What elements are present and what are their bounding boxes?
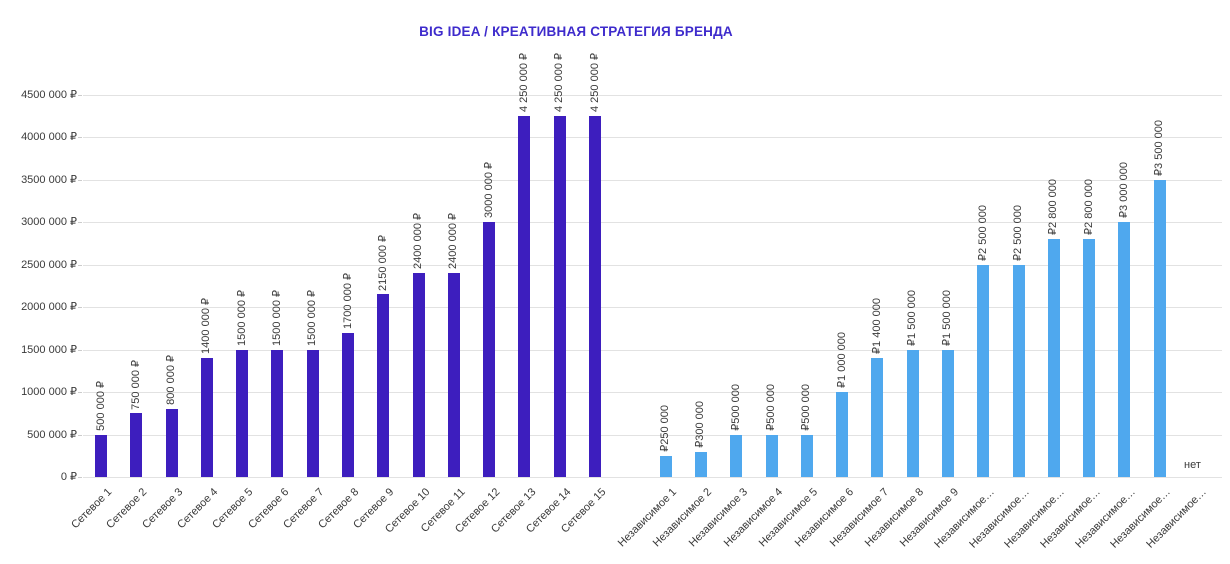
- bar-network-2: [130, 413, 143, 477]
- bar-value-label: нет: [1184, 459, 1201, 471]
- bar-value-label: ₽3 500 000: [1153, 119, 1166, 176]
- y-axis-tick: [78, 349, 82, 351]
- bar-value-label: ₽1 400 000: [870, 298, 883, 355]
- gridline: [83, 179, 1222, 181]
- gridline: [83, 434, 1222, 436]
- y-axis-label: 3500 000 ₽: [21, 173, 77, 186]
- bar-value-label: ₽2 500 000: [976, 204, 989, 261]
- bar-network-11: [447, 273, 460, 477]
- bar-independent-13: [1083, 239, 1096, 477]
- bar-value-label: 4 250 000 ₽: [588, 53, 601, 113]
- bar-independent-1: [659, 455, 672, 477]
- bar-network-1: [95, 434, 107, 477]
- bar-network-7: [306, 349, 319, 477]
- bar-value-label: 2400 000 ₽: [412, 213, 425, 270]
- gridline: [83, 137, 1222, 139]
- bar-value-label: 3000 000 ₽: [482, 162, 495, 219]
- y-axis-label: 1000 000 ₽: [21, 386, 77, 399]
- gridline: [83, 222, 1222, 224]
- bar-value-label: 2150 000 ₽: [376, 234, 389, 291]
- bar-value-label: 1400 000 ₽: [200, 298, 213, 355]
- y-axis-label: 2500 000 ₽: [21, 258, 77, 271]
- bar-independent-8: [906, 349, 919, 477]
- bar-network-9: [377, 294, 390, 477]
- y-axis-tick: [78, 179, 82, 181]
- bar-network-3: [165, 409, 178, 477]
- bar-value-label: ₽500 000: [729, 383, 742, 431]
- bar-value-label: ₽1 500 000: [941, 289, 954, 346]
- bar-independent-7: [871, 358, 884, 477]
- gridline: [83, 349, 1222, 351]
- y-axis-label: 500 000 ₽: [27, 428, 77, 441]
- bar-value-label: 4 250 000 ₽: [553, 53, 566, 113]
- bar-value-label: 1500 000 ₽: [306, 289, 319, 346]
- y-axis-tick: [78, 264, 82, 266]
- gridline: [83, 307, 1222, 309]
- y-axis-tick: [78, 434, 82, 436]
- bar-independent-4: [765, 434, 778, 477]
- y-axis-tick: [78, 307, 82, 309]
- bar-value-label: ₽500 000: [800, 383, 813, 431]
- bar-value-label: 4 250 000 ₽: [517, 53, 530, 113]
- bar-network-5: [236, 349, 249, 477]
- y-axis-tick: [78, 477, 82, 478]
- bar-independent-6: [836, 392, 849, 477]
- gridline: [83, 477, 1222, 478]
- bar-value-label: ₽300 000: [694, 400, 707, 448]
- bar-value-label: ₽3 000 000: [1117, 162, 1130, 219]
- bar-value-label: ₽2 800 000: [1047, 179, 1060, 236]
- bar-independent-11: [1012, 264, 1025, 477]
- y-axis-label: 2000 000 ₽: [21, 301, 77, 314]
- bar-network-4: [200, 358, 213, 477]
- y-axis-tick: [78, 222, 82, 224]
- gridline: [83, 95, 1222, 96]
- chart-title: BIG IDEA / КРЕАТИВНАЯ СТРАТЕГИЯ БРЕНДА: [419, 24, 733, 39]
- bar-network-14: [553, 116, 566, 477]
- bar-network-12: [483, 222, 496, 477]
- bar-value-label: ₽250 000: [659, 405, 672, 452]
- bar-independent-9: [941, 349, 954, 477]
- y-axis-tick: [78, 392, 82, 394]
- bar-value-label: 500 000 ₽: [94, 380, 107, 431]
- bar-network-10: [412, 273, 425, 477]
- gridline: [83, 392, 1222, 394]
- y-axis-label: 4500 000 ₽: [21, 89, 77, 101]
- y-axis-label: 4000 000 ₽: [21, 131, 77, 144]
- bar-independent-2: [694, 451, 707, 477]
- bar-value-label: 750 000 ₽: [129, 359, 142, 410]
- bar-independent-10: [977, 264, 990, 477]
- bar-value-label: ₽2 800 000: [1082, 179, 1095, 236]
- y-axis-label: 1500 000 ₽: [21, 343, 77, 356]
- y-axis-tick: [78, 137, 82, 139]
- bar-value-label: 800 000 ₽: [165, 355, 178, 406]
- bar-value-label: ₽2 500 000: [1012, 204, 1025, 261]
- bar-independent-12: [1047, 239, 1060, 477]
- bar-value-label: ₽1 000 000: [835, 332, 848, 389]
- bar-value-label: 1500 000 ₽: [270, 289, 283, 346]
- y-axis-label: 3000 000 ₽: [21, 216, 77, 229]
- gridline: [83, 264, 1222, 266]
- bar-independent-14: [1118, 222, 1131, 477]
- bar-network-13: [518, 116, 531, 477]
- bar-network-8: [342, 332, 355, 477]
- bar-value-label: 1500 000 ₽: [235, 289, 248, 346]
- y-axis-tick: [78, 95, 82, 96]
- bar-value-label: 2400 000 ₽: [447, 213, 460, 270]
- bar-independent-15: [1153, 179, 1166, 477]
- bar-independent-5: [800, 434, 813, 477]
- y-axis-label: 0 ₽: [60, 471, 77, 483]
- x-category-label: Независимое 1: [615, 486, 680, 550]
- bar-value-label: ₽500 000: [765, 383, 778, 431]
- bar-network-6: [271, 349, 284, 477]
- bar-value-label: 1700 000 ₽: [341, 272, 354, 329]
- bar-network-15: [589, 116, 602, 477]
- bar-value-label: ₽1 500 000: [906, 289, 919, 346]
- bar-independent-3: [730, 434, 743, 477]
